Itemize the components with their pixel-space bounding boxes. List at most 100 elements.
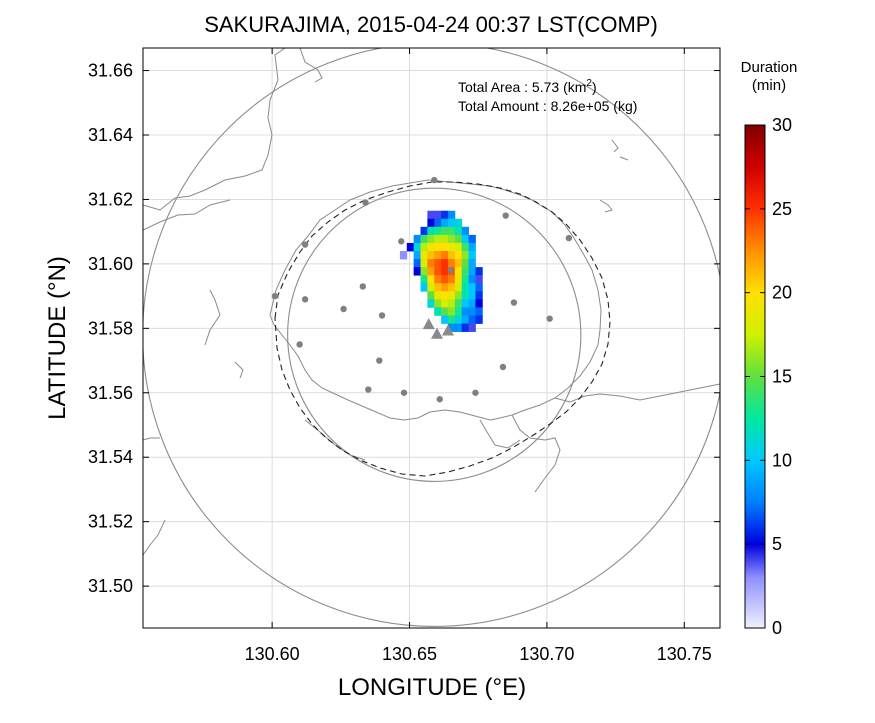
ash-cell bbox=[413, 251, 421, 260]
ash-cell bbox=[441, 210, 449, 220]
y-axis-label: LATITUDE (°N) bbox=[44, 256, 71, 420]
ash-cell bbox=[441, 226, 449, 236]
ash-cell bbox=[454, 291, 463, 300]
ash-cell bbox=[434, 234, 442, 244]
ash-cell bbox=[454, 283, 463, 292]
ash-cell bbox=[475, 299, 483, 308]
ash-cell bbox=[454, 299, 463, 308]
ash-cell bbox=[420, 242, 428, 252]
range-circle-2 bbox=[287, 187, 582, 482]
colorbar-tick-label: 30 bbox=[772, 115, 792, 135]
ash-cell bbox=[454, 251, 463, 260]
colorbar-tick-label: 20 bbox=[772, 283, 792, 303]
y-tick-label: 31.52 bbox=[88, 512, 133, 532]
ash-cell bbox=[413, 234, 421, 244]
ash-cell bbox=[468, 283, 476, 292]
ash-cell bbox=[475, 291, 483, 300]
ash-cell bbox=[420, 275, 428, 284]
ash-cell bbox=[454, 226, 463, 236]
station-marker bbox=[447, 267, 454, 274]
ash-cell bbox=[427, 283, 435, 292]
ash-cell bbox=[413, 267, 421, 276]
ash-cell bbox=[441, 291, 449, 300]
ash-cell bbox=[454, 218, 463, 228]
ash-cell bbox=[454, 275, 463, 284]
x-axis-ticks: 130.60 130.65 130.70 130.75 bbox=[245, 48, 712, 664]
ash-cell bbox=[447, 234, 456, 244]
chart-title: SAKURAJIMA, 2015-04-24 00:37 LST(COMP) bbox=[204, 12, 658, 37]
ash-duration-cells bbox=[399, 210, 483, 332]
colorbar-tick-label: 10 bbox=[772, 450, 792, 470]
x-tick-label: 130.70 bbox=[519, 644, 574, 664]
colorbar-tick-label: 0 bbox=[772, 618, 782, 638]
crater-vents bbox=[422, 318, 454, 339]
ash-cell bbox=[468, 234, 476, 244]
total-amount-annotation: Total Amount : 8.26e+05 (kg) bbox=[458, 98, 637, 114]
ash-cell bbox=[461, 234, 469, 244]
ash-cell bbox=[468, 307, 476, 316]
ash-cell bbox=[461, 251, 469, 260]
ash-cell bbox=[454, 234, 463, 244]
ash-cell bbox=[461, 275, 469, 284]
station-marker bbox=[271, 292, 279, 300]
ash-cell bbox=[441, 218, 449, 228]
ash-cell bbox=[461, 226, 469, 236]
ash-cell bbox=[406, 242, 415, 252]
total-area-annotation: Total Area : 5.73 (km2) bbox=[458, 78, 597, 95]
ash-cell bbox=[427, 210, 435, 220]
ash-cell bbox=[447, 275, 456, 284]
ash-cell bbox=[461, 307, 469, 316]
colorbar-tick-label: 5 bbox=[772, 534, 782, 554]
ash-cell bbox=[420, 234, 428, 244]
ash-cell bbox=[461, 315, 469, 324]
ash-cell bbox=[441, 251, 449, 260]
ash-cell bbox=[447, 251, 456, 260]
ash-cell bbox=[427, 299, 435, 308]
ash-cell bbox=[413, 242, 421, 252]
ash-cell bbox=[447, 259, 456, 268]
ash-cell bbox=[441, 315, 449, 324]
y-axis-ticks: 31.50 31.52 31.54 31.56 31.58 31.60 31.62 31.64… bbox=[88, 61, 720, 596]
station-marker bbox=[362, 199, 369, 206]
ash-cell bbox=[461, 267, 469, 276]
ash-cell bbox=[461, 299, 469, 308]
ash-cell bbox=[454, 323, 463, 332]
observation-stations bbox=[271, 176, 573, 403]
ash-cell bbox=[468, 299, 476, 308]
ash-cell bbox=[468, 267, 476, 276]
range-circle-1 bbox=[143, 48, 720, 627]
ash-cell bbox=[447, 242, 456, 252]
ash-cell bbox=[420, 283, 428, 292]
vent-marker bbox=[441, 324, 454, 336]
ash-cell bbox=[475, 283, 483, 292]
ash-cell bbox=[447, 299, 456, 308]
ash-cell bbox=[434, 307, 442, 316]
ash-cell bbox=[454, 259, 463, 268]
station-marker bbox=[431, 176, 438, 184]
ash-cell bbox=[434, 242, 442, 252]
ash-cell bbox=[468, 291, 476, 300]
ash-cell bbox=[461, 291, 469, 300]
station-marker bbox=[301, 241, 309, 248]
ash-cell bbox=[420, 267, 428, 276]
plot-border bbox=[142, 47, 721, 629]
ash-cell bbox=[468, 323, 476, 332]
station-marker bbox=[546, 315, 553, 322]
ash-cell bbox=[434, 251, 442, 260]
ash-cell bbox=[427, 291, 435, 300]
ash-cell bbox=[399, 251, 408, 260]
ash-cell bbox=[461, 259, 469, 268]
ash-cell bbox=[434, 226, 442, 236]
ash-cell bbox=[454, 242, 463, 252]
station-marker bbox=[400, 389, 408, 396]
ash-cell bbox=[420, 226, 428, 236]
ash-cell bbox=[427, 218, 435, 228]
ash-cell bbox=[434, 291, 442, 300]
y-tick-label: 31.62 bbox=[88, 189, 133, 209]
ash-cell bbox=[461, 242, 469, 252]
ash-cell bbox=[441, 267, 449, 276]
ash-cell bbox=[434, 283, 442, 292]
ash-cell bbox=[447, 283, 456, 292]
station-marker bbox=[376, 357, 383, 364]
